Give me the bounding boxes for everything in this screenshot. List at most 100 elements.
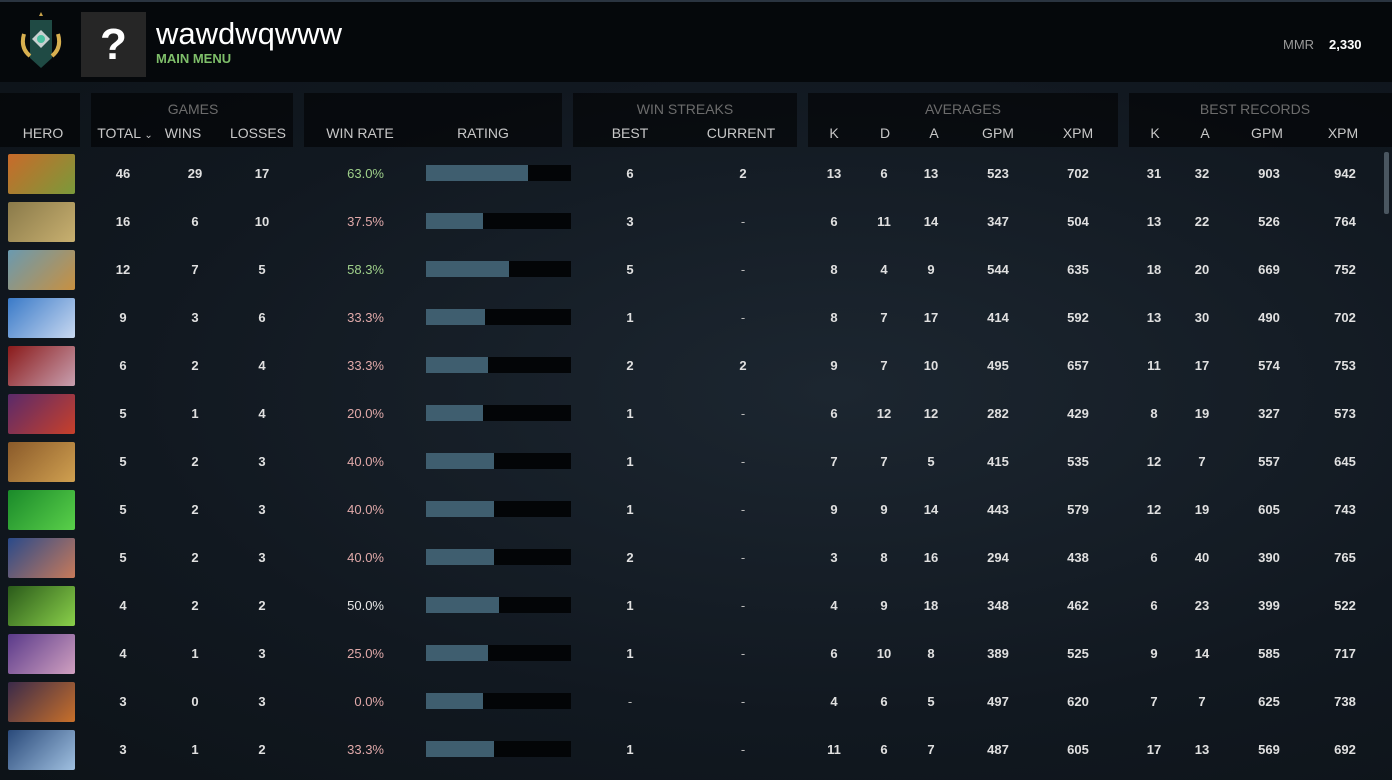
- hero-portrait[interactable]: [8, 346, 75, 386]
- hero-portrait[interactable]: [8, 730, 75, 770]
- table-row[interactable]: 5 2 3 1 - 7 7 5 415 535 12 7 557 645 40.0%: [0, 438, 1380, 486]
- cell-xpm: 525: [1067, 646, 1089, 661]
- hero-portrait[interactable]: [8, 202, 75, 242]
- col-best-a[interactable]: A: [1200, 125, 1210, 141]
- hero-portrait[interactable]: [8, 538, 75, 578]
- scrollbar[interactable]: [1384, 152, 1389, 214]
- hero-portrait[interactable]: [8, 154, 75, 194]
- cell-best: 1: [626, 310, 634, 325]
- cell-k: 8: [830, 262, 838, 277]
- col-hero[interactable]: HERO: [22, 125, 64, 141]
- col-current-streak[interactable]: CURRENT: [706, 125, 776, 141]
- cell-bgpm: 327: [1258, 406, 1280, 421]
- cell-current: -: [740, 598, 746, 613]
- cell-bxpm: 573: [1334, 406, 1356, 421]
- cell-best: -: [627, 694, 633, 709]
- cell-losses: 10: [254, 214, 270, 229]
- cell-bk: 17: [1146, 742, 1162, 757]
- hero-portrait[interactable]: [8, 250, 75, 290]
- cell-bk: 11: [1147, 358, 1161, 373]
- col-best-k[interactable]: K: [1150, 125, 1160, 141]
- table-row[interactable]: 4 2 2 1 - 4 9 18 348 462 6 23 399 522 50.0%: [0, 582, 1380, 630]
- col-losses[interactable]: LOSSES: [229, 125, 287, 141]
- cell-best: 3: [626, 214, 634, 229]
- table-row[interactable]: 4 1 3 1 - 6 10 8 389 525 9 14 585 717 25.0%: [0, 630, 1380, 678]
- col-avg-gpm[interactable]: GPM: [982, 125, 1014, 141]
- col-total[interactable]: TOTAL ⌄: [97, 125, 153, 141]
- rating-bar: [426, 693, 571, 709]
- main-menu-link[interactable]: MAIN MENU: [156, 51, 232, 66]
- cell-current: -: [740, 310, 746, 325]
- cell-ba: 19: [1194, 502, 1210, 517]
- cell-current: -: [740, 742, 746, 757]
- table-row[interactable]: 5 1 4 1 - 6 12 12 282 429 8 19 327 573 20.0%: [0, 390, 1380, 438]
- table-row[interactable]: 6 2 4 2 2 9 7 10 495 657 11 17 574 753 33.3%: [0, 342, 1380, 390]
- table-row[interactable]: 46 29 17 6 2 13 6 13 523 702 31 32 903 942 63.0%: [0, 150, 1380, 198]
- col-best-gpm[interactable]: GPM: [1251, 125, 1283, 141]
- cell-bk: 6: [1150, 550, 1158, 565]
- cell-k: 6: [830, 406, 838, 421]
- rating-bar-fill: [426, 597, 499, 613]
- cell-gpm: 294: [987, 550, 1009, 565]
- col-win-rate[interactable]: WIN RATE: [326, 125, 394, 141]
- cell-a: 14: [923, 214, 939, 229]
- cell-wins: 7: [191, 262, 199, 277]
- cell-d: 7: [880, 358, 888, 373]
- cell-k: 4: [830, 694, 838, 709]
- cell-bgpm: 625: [1258, 694, 1280, 709]
- rating-bar: [426, 453, 571, 469]
- col-avg-k[interactable]: K: [829, 125, 839, 141]
- cell-total: 12: [115, 262, 131, 277]
- rating-bar-fill: [426, 549, 495, 565]
- col-avg-a[interactable]: A: [929, 125, 939, 141]
- cell-xpm: 657: [1067, 358, 1089, 373]
- cell-d: 9: [880, 598, 888, 613]
- cell-a: 12: [923, 406, 939, 421]
- cell-best: 1: [626, 742, 634, 757]
- cell-d: 7: [880, 310, 888, 325]
- table-row[interactable]: 5 2 3 1 - 9 9 14 443 579 12 19 605 743 40.0%: [0, 486, 1380, 534]
- cell-win-rate: 0.0%: [354, 694, 384, 709]
- hero-portrait[interactable]: [8, 298, 75, 338]
- hero-portrait[interactable]: [8, 682, 75, 722]
- cell-ba: 20: [1194, 262, 1210, 277]
- table-row[interactable]: 3 0 3 - - 4 6 5 497 620 7 7 625 738 0.0%: [0, 678, 1380, 726]
- avatar[interactable]: ?: [81, 12, 146, 77]
- table-row[interactable]: 9 3 6 1 - 8 7 17 414 592 13 30 490 702 33.3%: [0, 294, 1380, 342]
- cell-k: 8: [830, 310, 838, 325]
- rating-bar-fill: [426, 165, 528, 181]
- cell-bxpm: 717: [1334, 646, 1356, 661]
- cell-gpm: 282: [987, 406, 1009, 421]
- hero-portrait[interactable]: [8, 490, 75, 530]
- rating-bar: [426, 741, 571, 757]
- col-avg-xpm[interactable]: XPM: [1062, 125, 1094, 141]
- cell-gpm: 544: [987, 262, 1009, 277]
- col-avg-d[interactable]: D: [879, 125, 891, 141]
- cell-k: 3: [830, 550, 838, 565]
- cell-wins: 3: [191, 310, 199, 325]
- cell-d: 12: [876, 406, 892, 421]
- group-averages: AVERAGES: [925, 101, 1001, 117]
- table-row[interactable]: 3 1 2 1 - 11 6 7 487 605 17 13 569 692 33.3%: [0, 726, 1380, 774]
- table-row[interactable]: 16 6 10 3 - 6 11 14 347 504 13 22 526 764 37.5%: [0, 198, 1380, 246]
- hero-portrait[interactable]: [8, 586, 75, 626]
- cell-d: 6: [880, 166, 888, 181]
- col-wins[interactable]: WINS: [164, 125, 202, 141]
- hero-portrait[interactable]: [8, 634, 75, 674]
- hero-portrait[interactable]: [8, 394, 75, 434]
- hero-portrait[interactable]: [8, 442, 75, 482]
- table-row[interactable]: 5 2 3 2 - 3 8 16 294 438 6 40 390 765 40.0%: [0, 534, 1380, 582]
- col-best-streak[interactable]: BEST: [611, 125, 649, 141]
- cell-current: -: [740, 694, 746, 709]
- cell-bgpm: 574: [1258, 358, 1280, 373]
- col-best-xpm[interactable]: XPM: [1327, 125, 1359, 141]
- col-rating[interactable]: RATING: [457, 125, 509, 141]
- table-row[interactable]: 12 7 5 5 - 8 4 9 544 635 18 20 669 752 58.3%: [0, 246, 1380, 294]
- cell-xpm: 605: [1067, 742, 1089, 757]
- cell-ba: 7: [1198, 454, 1206, 469]
- cell-ba: 17: [1194, 358, 1210, 373]
- cell-win-rate: 20.0%: [347, 406, 384, 421]
- cell-d: 6: [880, 694, 888, 709]
- cell-bgpm: 490: [1258, 310, 1280, 325]
- cell-losses: 6: [258, 310, 266, 325]
